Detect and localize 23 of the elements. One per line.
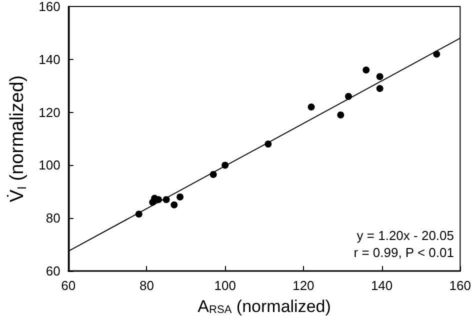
point — [176, 193, 184, 200]
x-tick-label: 140 — [370, 278, 393, 293]
x-axis-title: ARSA (normalized) — [198, 296, 331, 316]
y-tick-label: 60 — [46, 264, 60, 278]
point — [170, 201, 178, 208]
y-tick-label: 100 — [38, 158, 60, 173]
annotation: r = 0.99, P < 0.01 — [354, 245, 454, 260]
y-tick-label: 140 — [38, 52, 60, 67]
point — [308, 104, 315, 111]
y-axis-title: V̇I (normalized) — [6, 75, 29, 202]
point — [376, 73, 384, 80]
x-tick-label: 60 — [61, 278, 76, 293]
annotation: y = 1.20x - 20.05 — [356, 228, 454, 243]
y-tick-label: 160 — [38, 0, 60, 14]
x-tick-label: 120 — [292, 278, 314, 293]
y-tick-label: 120 — [38, 104, 60, 120]
x-tick-label: 80 — [139, 278, 154, 293]
point — [362, 66, 370, 74]
y-tick-label: 80 — [46, 210, 60, 226]
x-tick-label: 160 — [449, 278, 472, 293]
point — [337, 111, 344, 118]
x-tick-label: 100 — [214, 278, 236, 293]
point — [376, 84, 384, 92]
